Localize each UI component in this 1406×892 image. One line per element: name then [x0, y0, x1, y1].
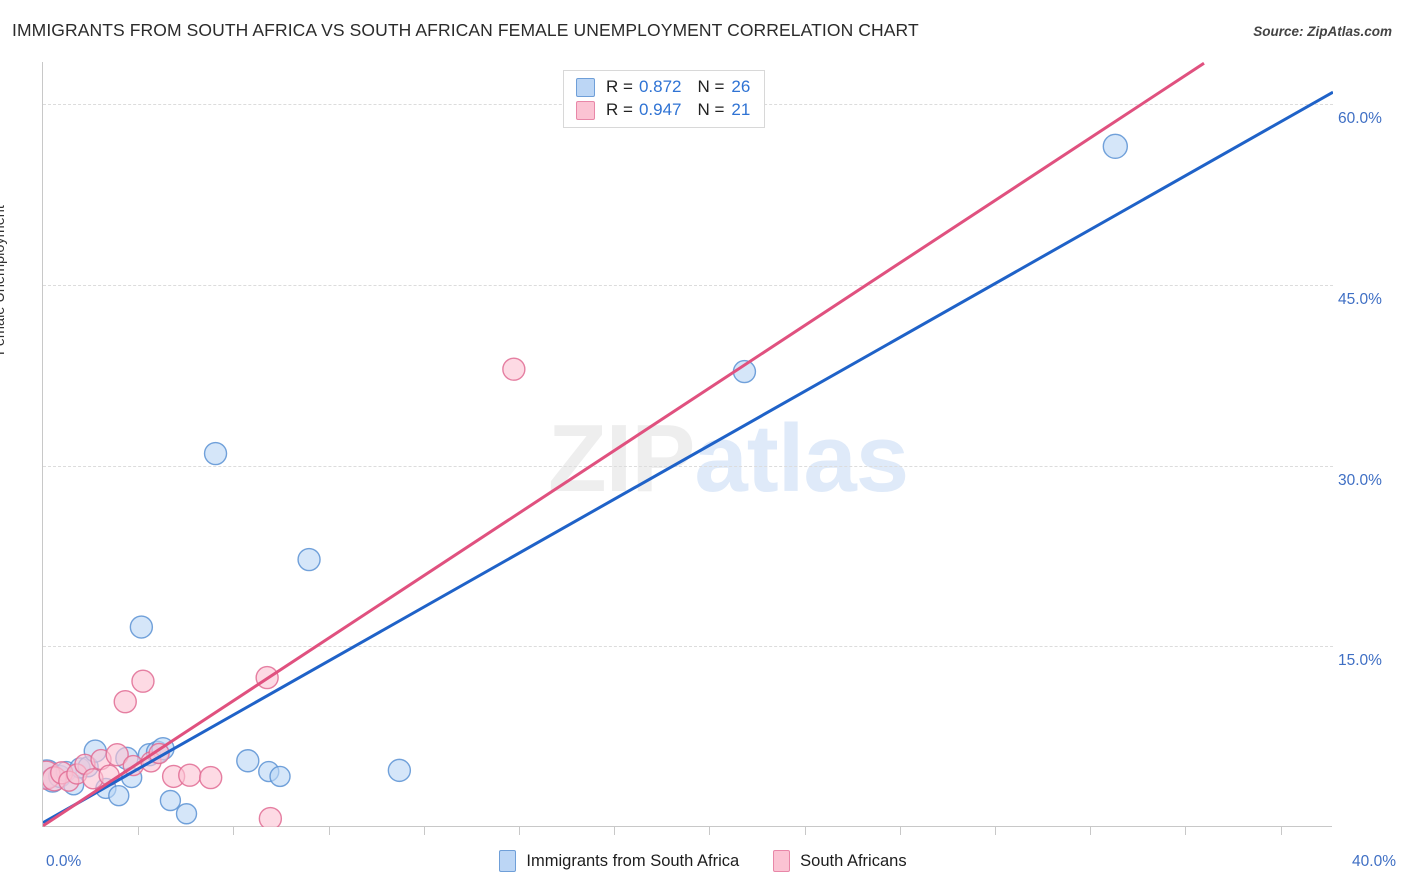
r-value: 0.872 — [638, 77, 682, 96]
r-label: R = — [606, 77, 633, 96]
data-point[interactable] — [159, 789, 182, 812]
series-legend-item[interactable]: Immigrants from South Africa — [499, 850, 739, 872]
x-axis-tick — [1280, 826, 1282, 835]
x-axis-tick — [1090, 826, 1092, 835]
data-point[interactable] — [258, 806, 283, 827]
correlation-row: R = 0.947 N = 21 — [576, 100, 750, 120]
x-axis-tick — [709, 826, 711, 835]
x-axis-tick — [1185, 826, 1187, 835]
data-point[interactable] — [108, 784, 130, 807]
series-legend-label: South Africans — [800, 851, 907, 870]
series-south-africans — [43, 357, 526, 827]
series-legend-item[interactable]: South Africans — [773, 850, 907, 872]
n-label: N = — [697, 77, 725, 96]
series-swatch-south-africans — [773, 850, 791, 872]
series-legend-label: Immigrants from South Africa — [526, 851, 740, 870]
scatter-canvas — [43, 62, 1333, 827]
x-axis-tick — [995, 826, 997, 835]
gridline — [43, 646, 1333, 648]
gridline — [43, 284, 1333, 286]
data-point[interactable] — [502, 357, 526, 381]
plot-area — [42, 62, 1333, 835]
data-point[interactable] — [387, 758, 412, 783]
y-axis-title: Female Unemployment — [0, 205, 8, 355]
data-point[interactable] — [236, 749, 260, 773]
y-axis-tick-label: 30.0% — [1338, 471, 1382, 489]
x-axis-min-label: 0.0% — [46, 853, 82, 870]
y-axis-tick-label: 60.0% — [1338, 110, 1382, 128]
x-axis-max-label: 40.0% — [1352, 853, 1396, 870]
correlation-row: R = 0.872 N = 26 — [576, 77, 750, 97]
x-axis-tick — [899, 826, 901, 835]
n-label: N = — [697, 100, 725, 119]
x-axis-tick — [804, 826, 806, 835]
series-legend: Immigrants from South Africa South Africa… — [0, 850, 1406, 872]
gridline — [43, 465, 1333, 467]
y-axis-tick-label: 15.0% — [1338, 652, 1382, 670]
data-point[interactable] — [113, 690, 137, 714]
x-axis-tick — [328, 826, 330, 835]
x-axis-tick — [519, 826, 520, 835]
data-point[interactable] — [1102, 133, 1129, 160]
data-point[interactable] — [131, 669, 155, 693]
trendline-south-africans — [43, 62, 1205, 827]
y-axis-tick-label: 45.0% — [1338, 290, 1382, 308]
data-point[interactable] — [175, 803, 198, 825]
data-point[interactable] — [269, 765, 291, 788]
x-axis-tick — [233, 826, 235, 835]
x-axis-tick — [423, 826, 425, 835]
x-axis-tick — [614, 826, 616, 835]
x-axis-tick — [138, 826, 140, 835]
data-point[interactable] — [297, 547, 321, 572]
series-swatch-immigrants — [499, 850, 517, 872]
r-value: 0.947 — [638, 100, 682, 119]
source-attribution: Source: ZipAtlas.com — [1253, 24, 1392, 39]
r-label: R = — [606, 100, 633, 119]
correlation-legend: R = 0.872 N = 26 R = 0.947 N = 21 — [563, 70, 766, 128]
n-value: 21 — [731, 100, 751, 119]
data-point[interactable] — [203, 441, 228, 466]
legend-swatch-south-africans — [576, 100, 595, 120]
n-value: 26 — [731, 77, 751, 96]
data-point[interactable] — [198, 765, 223, 790]
page-title: IMMIGRANTS FROM SOUTH AFRICA VS SOUTH AF… — [12, 20, 919, 40]
data-point[interactable] — [129, 615, 154, 639]
data-point[interactable] — [178, 763, 202, 787]
legend-swatch-immigrants — [576, 77, 595, 97]
data-point[interactable] — [105, 743, 129, 767]
trendline-immigrants — [43, 90, 1333, 825]
